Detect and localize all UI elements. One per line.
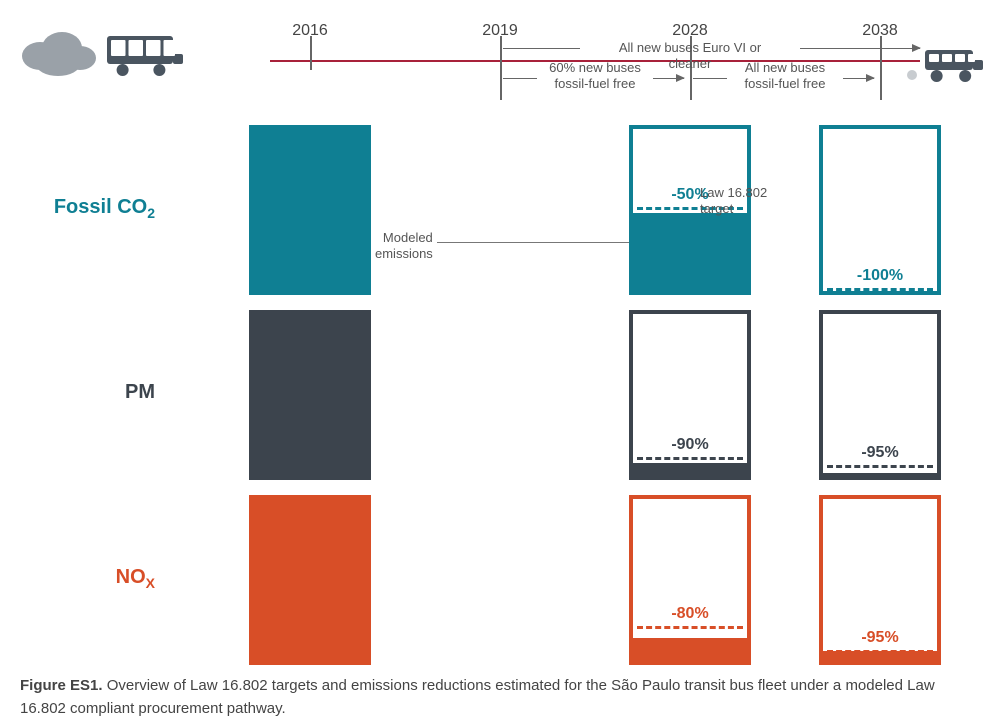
bar-pm-2038: -95% [819,310,941,480]
year-tick-2038 [880,36,882,100]
bar-pm-2028: -90% [629,310,751,480]
year-tick-2016 [310,36,312,70]
bar-nox-2028: -80% [629,495,751,665]
exhaust-cloud-icon [20,26,100,76]
target-line-nox-2028 [637,626,743,629]
target-label-pm-2028: -90% [633,436,747,454]
row-label-pm: PM [125,381,155,404]
callout-modeled-leader [437,242,629,243]
target-label-pm-2038: -95% [823,444,937,462]
bar-pm-2016 [249,310,371,480]
bar-fill-pm-2028 [633,463,747,476]
clean-exhaust-dot-icon [907,70,917,80]
bar-nox-2038: -95% [819,495,941,665]
bar-fill-co2-2028 [633,213,747,291]
year-tick-2019 [500,36,502,100]
bar-co2-2016 [249,125,371,295]
target-line-pm-2028 [637,457,743,460]
policy-arrow-left-1 [503,78,537,79]
policy-arrow-right-0 [800,48,920,49]
policy-label-2: All new busesfossil-fuel free [705,60,865,91]
callout-modeled: Modeledemissions [375,230,433,261]
bar-fill-nox-2028 [633,638,747,661]
bar-co2-2038: -100% [819,125,941,295]
figure-es1: 2016201920282038All new buses Euro VI or… [0,0,1000,722]
row-label-co2: Fossil CO2 [54,196,155,221]
target-label-nox-2038: -95% [823,629,937,647]
target-label-co2-2038: -100% [823,267,937,285]
target-line-co2-2038 [827,288,933,291]
policy-arrow-right-2 [843,78,874,79]
caption-prefix: Figure ES1. [20,677,103,694]
target-label-nox-2028: -80% [633,605,747,623]
policy-arrow-left-2 [693,78,727,79]
dirty-bus-icon [105,34,185,81]
clean-bus-icon [923,48,985,87]
policy-label-1: 60% new busesfossil-fuel free [515,60,675,91]
caption-text: Overview of Law 16.802 targets and emiss… [20,677,935,717]
row-label-nox: NOX [116,566,155,591]
bar-fill-pm-2038 [823,473,937,476]
callout-law-target: Law 16.802target [700,185,767,216]
target-line-nox-2038 [827,650,933,653]
figure-caption: Figure ES1. Overview of Law 16.802 targe… [20,675,960,720]
policy-arrow-left-0 [503,48,580,49]
policy-arrow-right-1 [653,78,684,79]
target-line-pm-2038 [827,465,933,468]
bar-nox-2016 [249,495,371,665]
